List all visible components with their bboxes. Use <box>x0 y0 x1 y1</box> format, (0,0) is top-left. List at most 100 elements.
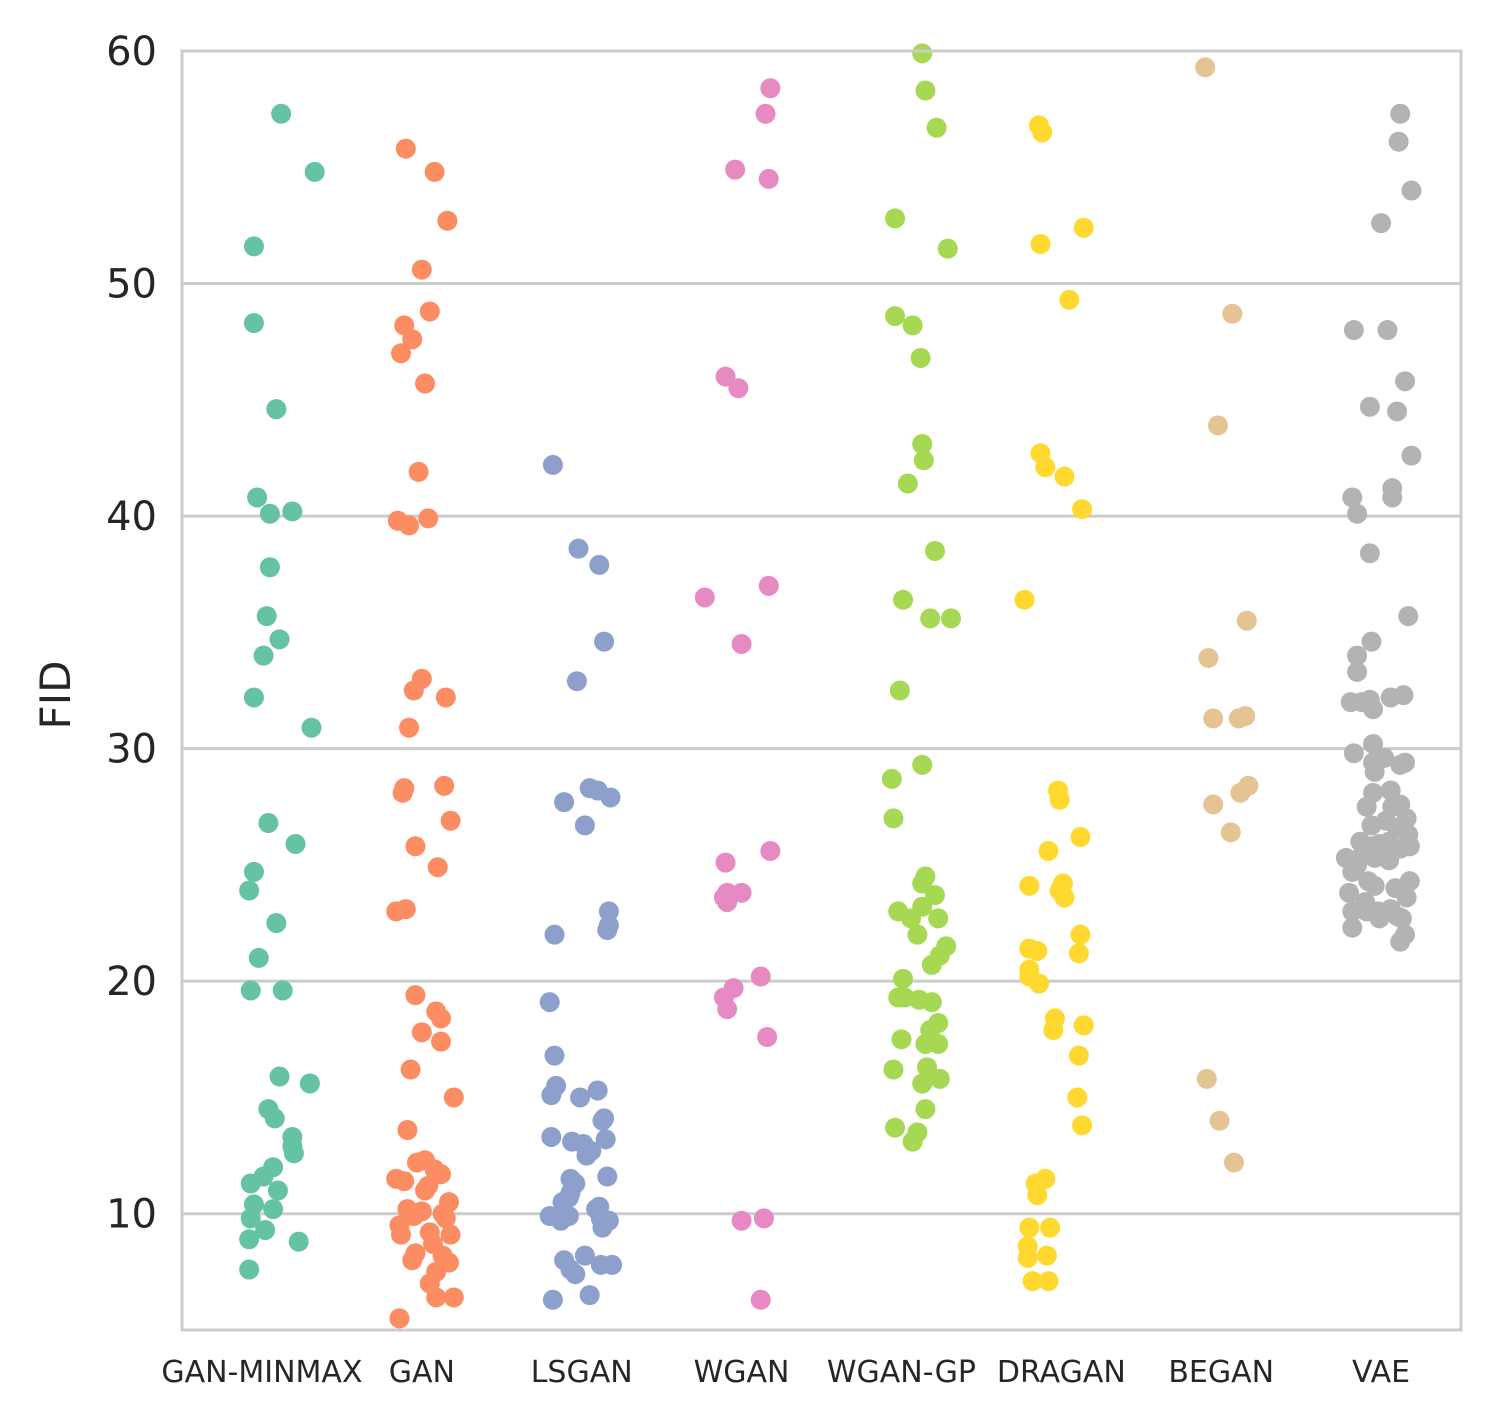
point-gan-32 <box>397 1120 418 1141</box>
point-wgan-5 <box>728 378 749 399</box>
point-dragan-25 <box>1073 1015 1094 1036</box>
point-lsgan-7 <box>600 787 621 808</box>
point-began-0 <box>1195 57 1216 78</box>
point-dragan-39 <box>1022 1271 1043 1292</box>
point-gan-minmax-12 <box>243 687 264 708</box>
point-gan-0 <box>395 138 416 159</box>
point-dragan-32 <box>1035 1168 1056 1189</box>
point-gan-21 <box>427 857 448 878</box>
point-began-13 <box>1209 1110 1230 1131</box>
point-vae-71 <box>1369 908 1390 929</box>
point-gan-3 <box>411 259 432 280</box>
point-wgan-6 <box>694 587 715 608</box>
point-vae-12 <box>1382 487 1403 508</box>
point-gan-minmax-39 <box>239 1259 260 1280</box>
point-dragan-19 <box>1068 943 1089 964</box>
point-began-12 <box>1196 1068 1217 1089</box>
point-wgan-22 <box>750 1289 771 1310</box>
point-gan-minmax-28 <box>283 1143 304 1164</box>
point-gan-6 <box>402 329 423 350</box>
point-dragan-1 <box>1032 122 1053 143</box>
point-began-3 <box>1236 610 1257 631</box>
point-dragan-7 <box>1054 466 1075 487</box>
point-began-10 <box>1203 794 1224 815</box>
y-tick-30: 30 <box>106 727 157 773</box>
point-vae-2 <box>1401 180 1422 201</box>
point-gan-28 <box>411 1022 432 1043</box>
point-lsgan-19 <box>570 1087 591 1108</box>
point-began-14 <box>1223 1152 1244 1173</box>
point-wgan-21 <box>753 1208 774 1229</box>
point-gan-8 <box>415 373 436 394</box>
point-lsgan-47 <box>565 1264 586 1285</box>
point-lsgan-22 <box>541 1126 562 1147</box>
point-vae-74 <box>1390 931 1411 952</box>
point-dragan-28 <box>1068 1045 1089 1066</box>
point-lsgan-17 <box>541 1085 562 1106</box>
point-lsgan-12 <box>597 920 618 941</box>
point-gan-59 <box>443 1287 464 1308</box>
point-vae-33 <box>1380 780 1401 801</box>
point-gan-minmax-25 <box>264 1108 285 1129</box>
point-lsgan-0 <box>542 454 563 475</box>
y-tick-20: 20 <box>106 959 157 1005</box>
point-gan-minmax-21 <box>272 980 293 1001</box>
point-lsgan-40 <box>550 1210 571 1231</box>
point-gan-minmax-31 <box>240 1173 261 1194</box>
series-wgan-gp <box>881 43 961 1152</box>
series-gan-minmax <box>239 103 325 1280</box>
point-gan-minmax-8 <box>259 557 280 578</box>
point-gan-40 <box>415 1180 436 1201</box>
point-gan-minmax-3 <box>243 313 264 334</box>
point-gan-4 <box>419 301 440 322</box>
point-began-1 <box>1222 303 1243 324</box>
x-tick-began: BEGAN <box>1168 1355 1274 1390</box>
point-began-2 <box>1207 415 1228 436</box>
point-wgan-gp-42 <box>929 1068 950 1089</box>
x-tick-gan: GAN <box>389 1355 455 1390</box>
point-began-4 <box>1198 647 1219 668</box>
point-lsgan-42 <box>574 1245 595 1266</box>
point-lsgan-3 <box>594 631 615 652</box>
point-lsgan-18 <box>587 1080 608 1101</box>
point-dragan-37 <box>1017 1247 1038 1268</box>
point-vae-13 <box>1347 503 1368 524</box>
point-lsgan-2 <box>589 554 610 575</box>
point-gan-minmax-35 <box>240 1208 261 1229</box>
point-gan-minmax-32 <box>267 1180 288 1201</box>
x-tick-gan-minmax: GAN-MINMAX <box>161 1355 362 1390</box>
point-vae-22 <box>1363 699 1384 720</box>
point-wgan-gp-39 <box>891 1029 912 1050</box>
point-gan-25 <box>405 985 426 1006</box>
point-gan-minmax-1 <box>304 161 325 182</box>
point-dragan-11 <box>1049 789 1070 810</box>
point-vae-63 <box>1396 887 1417 908</box>
point-vae-6 <box>1395 371 1416 392</box>
point-gan-minmax-23 <box>299 1073 320 1094</box>
point-wgan-gp-6 <box>902 315 923 336</box>
point-wgan-3 <box>758 168 779 189</box>
point-gan-minmax-18 <box>266 913 287 934</box>
point-gan-38 <box>394 1171 415 1192</box>
point-gan-58 <box>426 1287 447 1308</box>
point-gan-2 <box>437 210 458 231</box>
point-gan-24 <box>395 899 416 920</box>
point-gan-minmax-38 <box>288 1231 309 1252</box>
point-lsgan-4 <box>566 671 587 692</box>
point-gan-20 <box>405 836 426 857</box>
point-vae-26 <box>1343 743 1364 764</box>
point-vae-8 <box>1387 401 1408 422</box>
point-dragan-13 <box>1038 840 1059 861</box>
point-wgan-gp-20 <box>912 873 933 894</box>
plot-frame <box>180 49 1463 1332</box>
point-dragan-21 <box>1027 940 1048 961</box>
point-vae-59 <box>1364 875 1385 896</box>
point-wgan-7 <box>758 575 779 596</box>
y-tick-50: 50 <box>106 262 157 308</box>
data-points <box>239 43 1422 1329</box>
point-lsgan-15 <box>544 1045 565 1066</box>
point-wgan-gp-17 <box>881 768 902 789</box>
series-wgan <box>694 78 781 1310</box>
point-vae-30 <box>1395 752 1416 773</box>
